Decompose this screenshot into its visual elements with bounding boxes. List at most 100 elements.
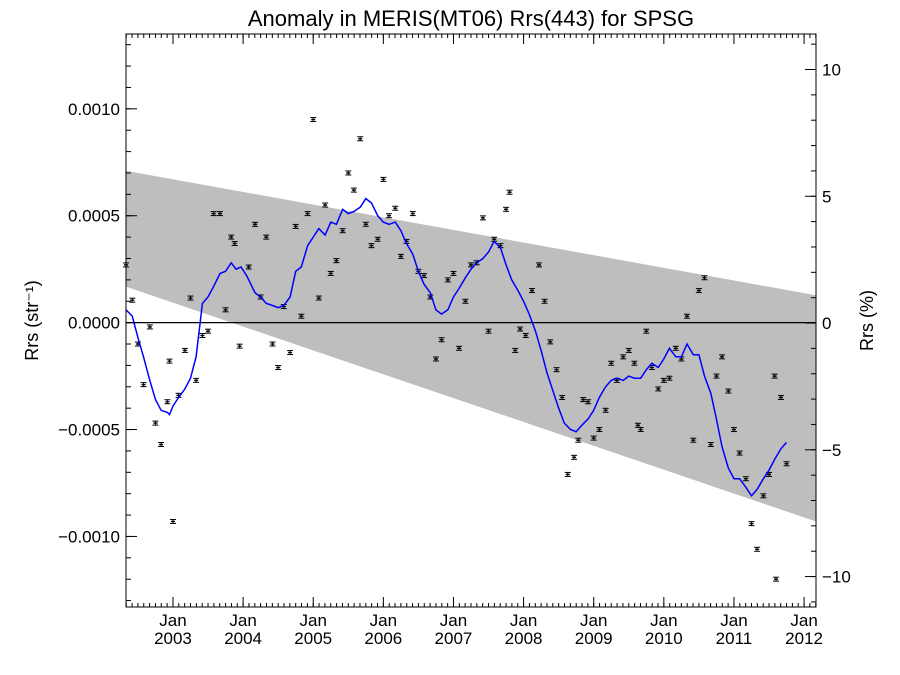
y-left-tick-label: 0.0000 [68,314,120,333]
data-point [571,454,578,460]
data-point [485,328,492,334]
x-tick-month-label: Jan [300,611,327,630]
x-tick-year-label: 2011 [716,629,753,648]
data-point [503,206,510,212]
data-point [315,295,322,301]
data-point [158,442,165,448]
data-point [357,136,364,142]
data-point [564,471,571,477]
data-point [637,427,644,433]
data-point [701,275,708,281]
x-tick-month-label: Jan [370,611,397,630]
y-right-tick-label: −10 [822,568,851,587]
data-point [760,493,767,499]
data-point [169,518,176,524]
data-point [590,435,597,441]
data-point [719,354,726,360]
data-point [730,427,737,433]
data-point [146,324,153,330]
data-point [771,373,778,379]
data-point [773,576,780,582]
x-tick-year-label: 2012 [785,629,823,648]
data-point [181,347,188,353]
data-point [236,343,243,349]
smoothed-series-line [125,197,788,498]
y-right-tick-label: 0 [822,314,831,333]
data-point [512,347,519,353]
x-tick-month-label: Jan [159,611,186,630]
data-point [690,437,697,443]
y-left-tick-label: 0.0005 [68,207,120,226]
data-point [205,328,212,334]
data-point [748,521,755,527]
data-point [643,328,650,334]
data-point [620,354,627,360]
data-point [298,313,305,319]
data-point [327,270,334,276]
data-point [304,211,311,217]
data-point [392,205,399,211]
data-point [456,345,463,351]
data-point [322,202,329,208]
data-point [345,170,352,176]
data-point [631,360,638,366]
band-area [126,170,816,522]
data-point [216,211,223,217]
x-tick-year-label: 2009 [575,629,613,648]
chart-title: Anomaly in MERIS(MT06) Rrs(443) for SPSG [248,6,694,31]
data-point [559,394,566,400]
data-point [725,388,732,394]
y-right-tick-label: −5 [822,441,841,460]
data-point [547,339,554,345]
data-point [222,307,229,313]
data-point [580,397,587,403]
data-point [380,176,387,182]
data-point [129,297,136,303]
data-point [210,211,217,217]
data-point [164,399,171,405]
data-point [777,394,784,400]
data-point [575,437,582,443]
data-point [152,420,159,426]
data-point [479,215,486,221]
data-point [199,332,206,338]
data-point [287,350,294,356]
uncertainty-band [126,170,816,522]
data-point [672,345,679,351]
data-point [252,221,259,227]
x-tick-year-label: 2006 [364,629,402,648]
data-point [193,377,200,383]
x-tick-month-label: Jan [790,611,817,630]
data-point [275,365,282,371]
data-point [333,258,340,264]
y-right-tick-label: 5 [822,187,831,206]
x-tick-month-label: Jan [229,611,256,630]
x-tick-year-label: 2010 [645,629,683,648]
data-point [529,288,536,294]
data-point [517,326,524,332]
x-tick-year-label: 2005 [294,629,332,648]
data-point [140,382,147,388]
data-point [292,223,299,229]
data-point [625,347,632,353]
data-point [660,377,667,383]
data-point [754,546,761,552]
x-tick-month-label: Jan [650,611,677,630]
data-point [228,234,235,240]
data-point [553,367,560,373]
data-point [536,262,543,268]
y-left-tick-label: 0.0010 [68,100,120,119]
data-point [187,295,194,301]
data-point [397,253,404,259]
x-tick-month-label: Jan [580,611,607,630]
x-tick-year-label: 2007 [435,629,473,648]
data-point [522,332,529,338]
data-point [263,234,270,240]
data-point [596,427,603,433]
data-point [585,399,592,405]
data-point [707,442,714,448]
data-point [506,189,513,195]
x-tick-month-label: Jan [720,611,747,630]
data-point [231,241,238,247]
